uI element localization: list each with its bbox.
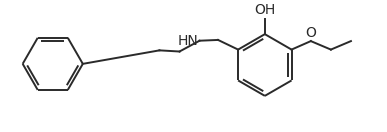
Text: HN: HN — [177, 34, 198, 48]
Text: O: O — [305, 26, 316, 40]
Text: OH: OH — [254, 3, 276, 17]
